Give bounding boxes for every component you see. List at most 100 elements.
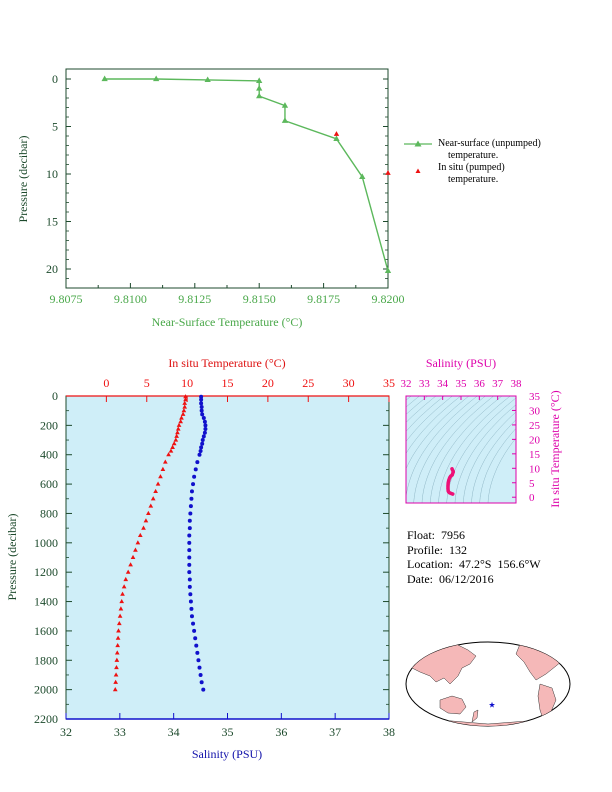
ts-point xyxy=(448,476,452,480)
ts-y-tick-label: 35 xyxy=(529,391,541,403)
salinity-point xyxy=(199,401,204,406)
location: Location: 47.2°S 156.6°W xyxy=(407,557,541,571)
in-situ-point xyxy=(385,170,391,175)
ts-point xyxy=(446,484,450,488)
x-tick-label: 9.8150 xyxy=(243,292,276,306)
temp-tick-label: 0 xyxy=(103,376,109,390)
isopycnal-curve xyxy=(406,396,478,500)
profile-number: Profile: 132 xyxy=(407,542,467,557)
y-tick-label: 1600 xyxy=(34,624,58,638)
salinity-point xyxy=(187,526,192,531)
salinity-point xyxy=(191,621,196,626)
isopycnal-curve xyxy=(406,396,445,432)
near-surface-point xyxy=(204,76,211,83)
temperature-point xyxy=(179,415,184,420)
salinity-point xyxy=(199,408,204,413)
isopycnal-curve xyxy=(454,404,516,503)
isopycnal-curve xyxy=(406,396,437,423)
x-tick-label: 9.8075 xyxy=(50,292,83,306)
temperature-point xyxy=(137,532,143,538)
salinity-point xyxy=(188,592,193,597)
ts-x-tick-label: 37 xyxy=(492,378,504,390)
salinity-point xyxy=(203,427,208,432)
salinity-point xyxy=(188,511,193,516)
temperature-point xyxy=(178,419,184,424)
temp-tick-label: 30 xyxy=(343,376,355,390)
isopycnal-curve xyxy=(438,396,511,503)
salinity-point xyxy=(199,394,204,399)
ts-isopycnals xyxy=(406,396,516,503)
temperature-point xyxy=(125,569,131,574)
world-map xyxy=(405,641,571,727)
profile-marks xyxy=(112,394,208,692)
in-situ-point xyxy=(333,131,340,136)
salinity-point xyxy=(192,628,197,633)
near-surface-marks xyxy=(101,75,392,273)
sal-tick-label: 36 xyxy=(275,725,287,739)
temperature-point xyxy=(175,430,180,435)
salinity-point xyxy=(187,584,192,589)
isopycnal-curve xyxy=(406,396,453,442)
salinity-point xyxy=(197,665,202,670)
near-surface-point xyxy=(256,85,263,91)
temperature-point xyxy=(130,554,136,560)
near-surface-point xyxy=(281,117,289,123)
temperature-point xyxy=(181,408,187,413)
profile-y-label: Pressure (decibar) xyxy=(5,514,19,601)
temperature-point xyxy=(114,657,120,662)
ts-x-tick-label: 36 xyxy=(474,378,486,390)
temperature-point xyxy=(135,540,141,545)
isopycnal-curve xyxy=(479,427,516,503)
salinity-point xyxy=(187,518,192,523)
salinity-point xyxy=(200,412,205,417)
temperature-point xyxy=(121,584,127,589)
salinity-point xyxy=(198,449,203,454)
map-new-zealand xyxy=(471,709,479,723)
x-tick-label: 9.8175 xyxy=(307,292,340,306)
ts-x-tick-label: 35 xyxy=(456,378,468,390)
near-surface-x-label: Near-Surface Temperature (°C) xyxy=(152,315,303,329)
temp-tick-label: 25 xyxy=(302,376,314,390)
y-tick-label: 1000 xyxy=(34,536,58,550)
salinity-point xyxy=(187,540,192,545)
temperature-point xyxy=(114,650,120,655)
y-tick-label: 400 xyxy=(40,448,58,462)
salinity-point xyxy=(187,533,192,538)
salinity-point xyxy=(199,405,204,410)
sal-tick-label: 32 xyxy=(60,725,72,739)
salinity-point xyxy=(187,562,192,567)
profile-chart: 0200400600800100012001400160018002000220… xyxy=(5,356,395,761)
sal-tick-label: 34 xyxy=(168,725,180,739)
sal-tick-label: 38 xyxy=(383,725,395,739)
ts-x-tick-label: 34 xyxy=(437,378,449,390)
temperature-point xyxy=(148,503,154,508)
isopycnal-curve xyxy=(406,396,428,415)
near-surface-axes: 9.8075 9.8100 9.8125 9.8150 9.8175 9.8200 0 5 10… xyxy=(46,72,405,306)
profile-plot-area xyxy=(65,395,390,720)
legend-near-surface-label: Near-surface (unpumped) xyxy=(438,138,541,149)
near-surface-point xyxy=(384,267,392,273)
sal-tick-label: 37 xyxy=(329,725,341,739)
salinity-point xyxy=(201,687,206,692)
float-number: Float: 7956 xyxy=(407,528,466,542)
salinity-point xyxy=(199,680,204,685)
salinity-point xyxy=(195,650,200,655)
temperature-axis-label: In situ Temperature (°C) xyxy=(168,356,285,370)
near-surface-point xyxy=(153,75,160,82)
temperature-point xyxy=(150,496,156,501)
salinity-point xyxy=(203,423,208,428)
profile-axes: 0200400600800100012001400160018002000220… xyxy=(34,376,395,739)
temperature-point xyxy=(146,510,151,516)
salinity-point xyxy=(189,606,194,611)
y-tick-label: 1200 xyxy=(34,565,58,579)
temperature-point xyxy=(155,481,161,486)
salinity-point xyxy=(195,460,200,465)
near-surface-point xyxy=(256,92,263,99)
y-tick-label: 15 xyxy=(46,215,58,229)
y-tick-label: 0 xyxy=(52,72,58,86)
legend-in-situ-label: In situ (pumped) xyxy=(438,162,505,173)
salinity-point xyxy=(202,419,207,424)
ts-y-tick-label: 5 xyxy=(529,478,535,490)
salinity-point xyxy=(194,643,199,648)
ts-y-label: In situ Temperature (°C) xyxy=(548,390,562,507)
